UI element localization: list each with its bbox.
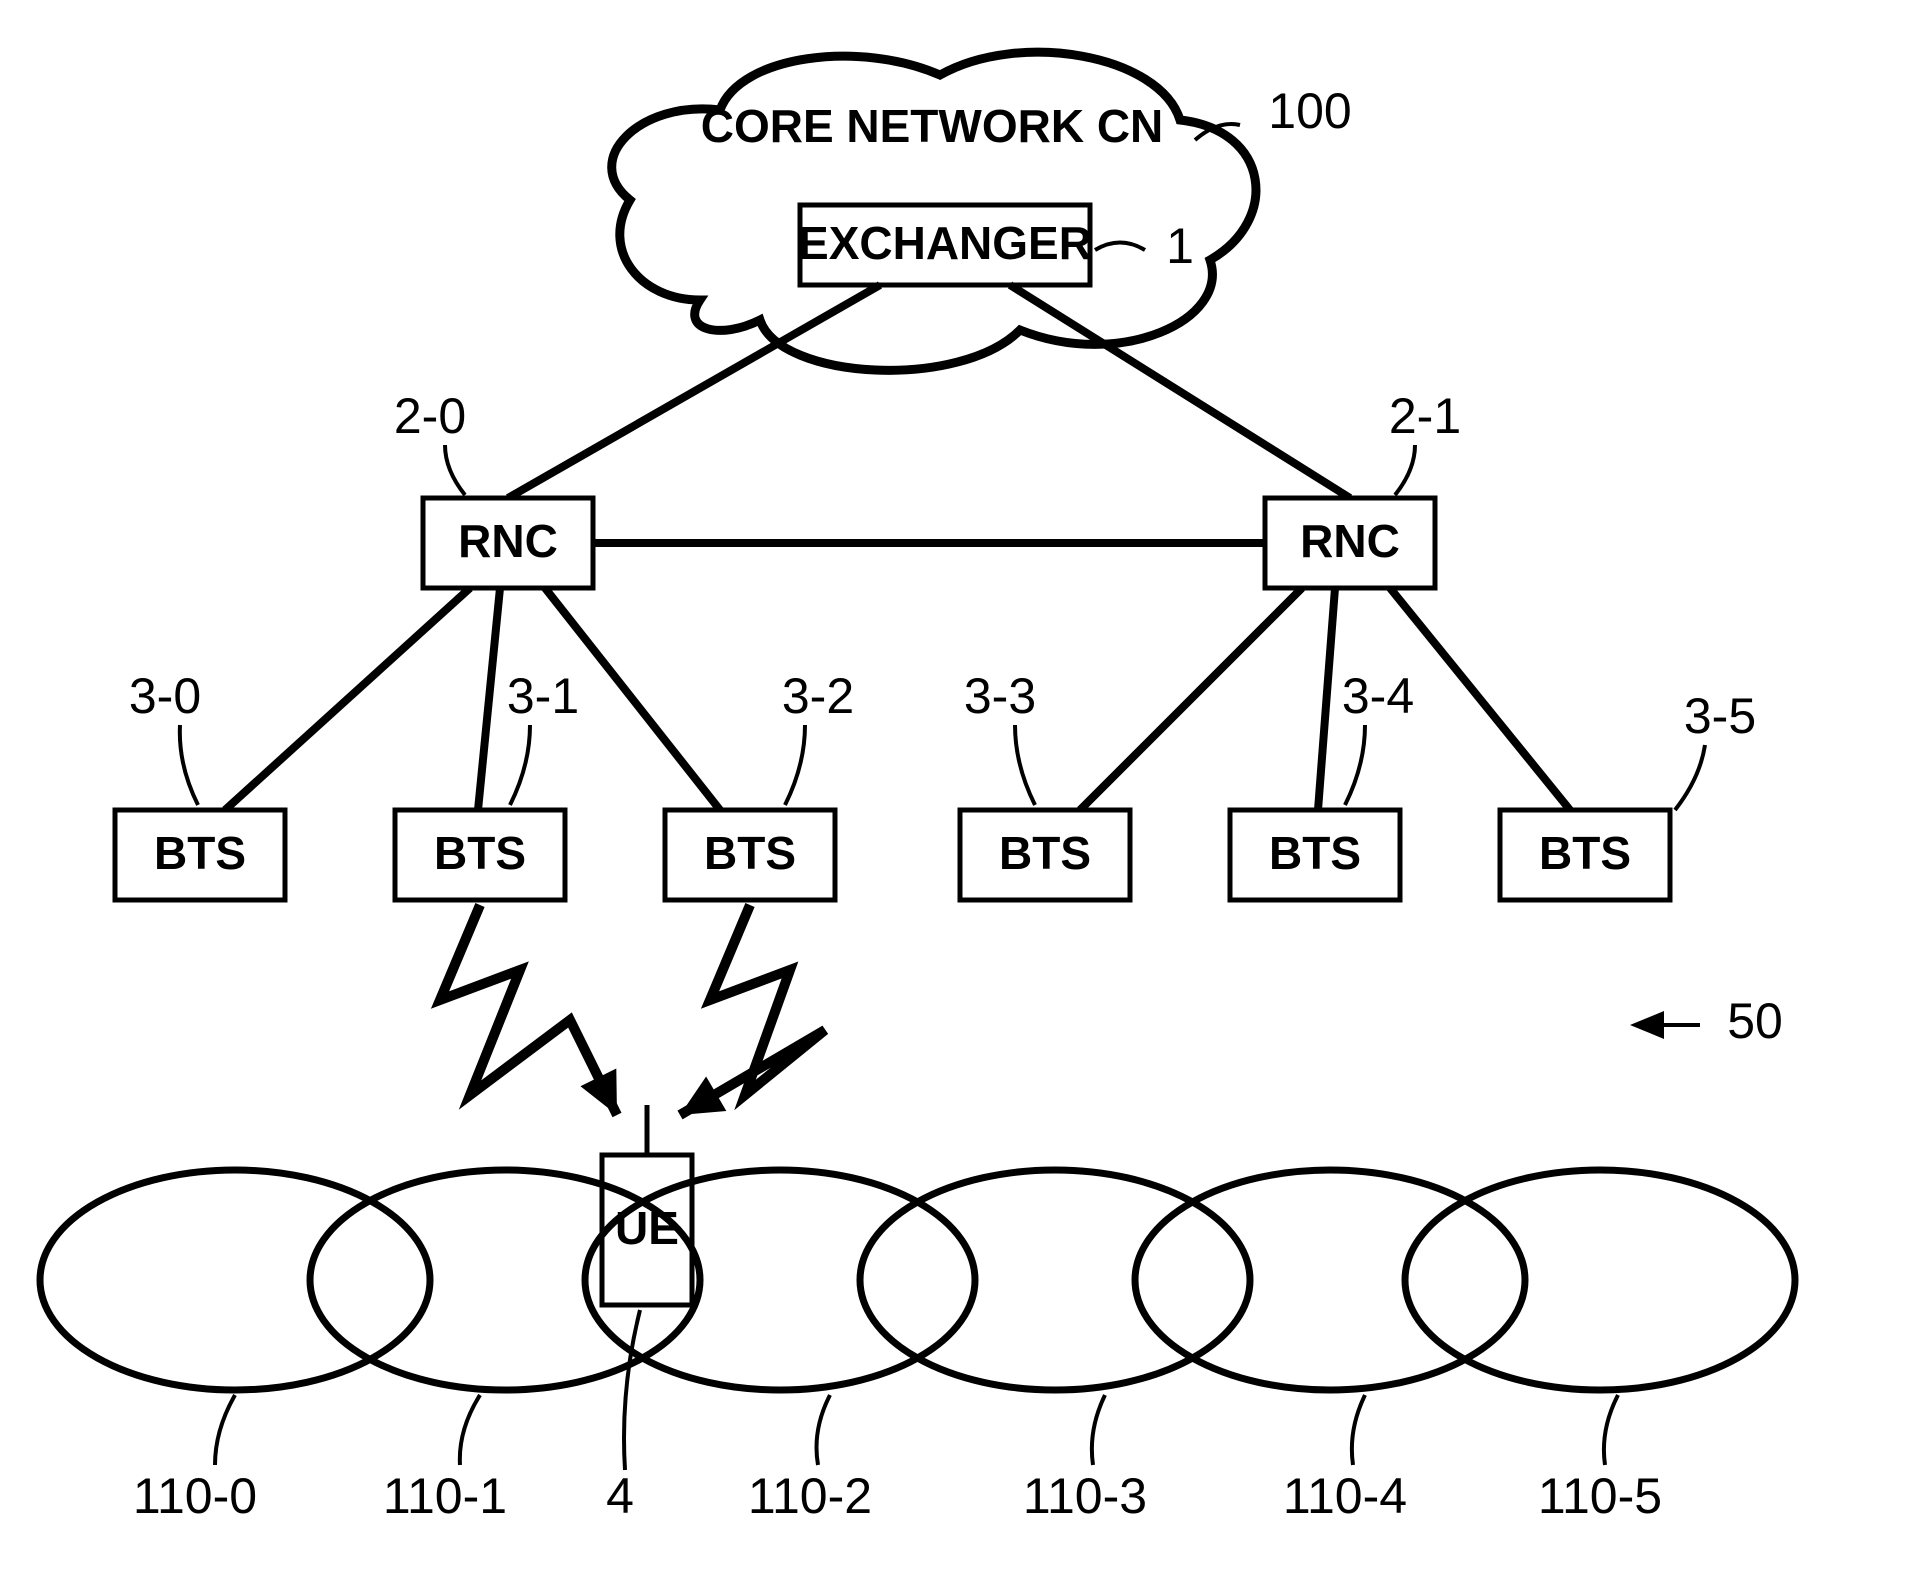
bts-node-ref-label: 3-4 <box>1342 668 1414 724</box>
ue-ref-leader <box>624 1310 640 1470</box>
exchanger-label: EXCHANGER <box>798 217 1092 269</box>
cell-ref-label: 110-0 <box>133 1468 257 1524</box>
bts-node-label: BTS <box>999 827 1091 879</box>
cell-ref-leader <box>215 1395 235 1465</box>
rnc-node-rnc0: RNC 2-0 <box>394 388 593 588</box>
edge-exchanger-rnc1 <box>1010 285 1350 498</box>
bts-node-ref-leader <box>785 725 805 805</box>
system-ref-label: 50 <box>1727 993 1783 1049</box>
bts-group: BTS 3-0 BTS 3-1 BTS 3-2 BTS 3-3 BTS 3-4 BTS 3-5 <box>115 668 1756 900</box>
exchanger-ref-label: 1 <box>1166 218 1194 274</box>
bts-node-ref-label: 3-3 <box>964 668 1036 724</box>
edge-rnc0-bts1 <box>478 588 500 810</box>
exchanger-node: EXCHANGER 1 <box>798 205 1194 285</box>
rnc-node-ref-label: 2-1 <box>1389 388 1461 444</box>
edge-rnc1-bts3 <box>1080 588 1302 810</box>
cell-ellipse <box>1405 1170 1795 1390</box>
bts-node-ref-leader <box>180 725 198 805</box>
cell-ref-label: 110-4 <box>1283 1468 1407 1524</box>
system-ref-arrow-head <box>1630 1011 1664 1039</box>
cell-ref-leader <box>1352 1395 1365 1465</box>
bts-node-label: BTS <box>1539 827 1631 879</box>
network-diagram: CORE NETWORK CN 100 EXCHANGER 1 RNC2-0RN… <box>0 0 1912 1582</box>
rnc-node-rnc1: RNC 2-1 <box>1265 388 1461 588</box>
ue-node: UE 4 <box>602 1105 692 1524</box>
cloud-ref-label: 100 <box>1268 83 1351 139</box>
rnc-node-label: RNC <box>458 515 558 567</box>
rnc-node-ref-label: 2-0 <box>394 388 466 444</box>
rnc-node-ref-leader <box>1395 445 1415 495</box>
cell-cell4: 110-4 <box>1135 1170 1525 1524</box>
system-ref: 50 <box>1630 993 1783 1049</box>
bts-node-ref-label: 3-0 <box>129 668 201 724</box>
bts-node-label: BTS <box>1269 827 1361 879</box>
exchanger-ref-leader <box>1095 243 1145 251</box>
cell-ref-leader <box>817 1395 831 1465</box>
cloud-label: CORE NETWORK CN <box>701 100 1164 152</box>
cell-ellipses: 110-0 110-1 110-2 110-3 110-4 110-5 <box>40 1170 1795 1524</box>
bts-node-label: BTS <box>154 827 246 879</box>
edge-rnc1-bts5 <box>1390 588 1570 810</box>
bts-node-bts2: BTS 3-2 <box>665 668 854 900</box>
rnc-node-label: RNC <box>1300 515 1400 567</box>
edge-rnc1-bts4 <box>1318 588 1335 810</box>
rnc-node-ref-leader <box>445 445 465 495</box>
cell-ref-leader <box>460 1395 480 1465</box>
bts-node-ref-leader <box>1675 745 1705 810</box>
bts-node-label: BTS <box>704 827 796 879</box>
cell-ref-label: 110-1 <box>383 1468 507 1524</box>
cell-ref-leader <box>1604 1395 1618 1465</box>
wireless-links <box>440 905 825 1115</box>
cell-ref-label: 110-5 <box>1538 1468 1662 1524</box>
cell-ref-leader <box>1092 1395 1105 1465</box>
cell-cell5: 110-5 <box>1405 1170 1795 1524</box>
ue-ref-label: 4 <box>606 1468 634 1524</box>
rnc-group: RNC 2-0 RNC 2-1 <box>394 388 1461 588</box>
bts-node-ref-label: 3-1 <box>507 668 579 724</box>
cell-cell0: 110-0 <box>40 1170 430 1524</box>
edge-rnc0-bts0 <box>225 588 470 810</box>
cell-cell3: 110-3 <box>860 1170 1250 1524</box>
bts-node-ref-leader <box>1015 725 1035 805</box>
bts-node-bts5: BTS 3-5 <box>1500 688 1756 900</box>
bts-node-ref-label: 3-5 <box>1684 688 1756 744</box>
bts-node-ref-leader <box>1345 725 1365 805</box>
cell-ref-label: 110-2 <box>748 1468 872 1524</box>
bts-node-label: BTS <box>434 827 526 879</box>
cell-ref-label: 110-3 <box>1023 1468 1147 1524</box>
bts-node-ref-leader <box>510 725 530 805</box>
bts-node-ref-label: 3-2 <box>782 668 854 724</box>
